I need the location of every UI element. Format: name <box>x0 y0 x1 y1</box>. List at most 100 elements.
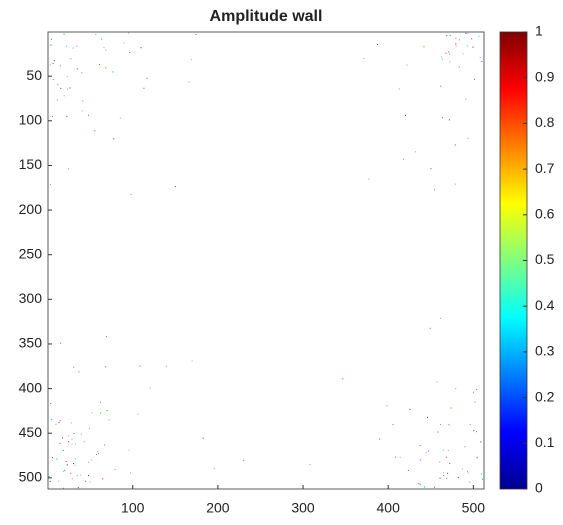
speckle-dot <box>482 478 484 480</box>
speckle-dot <box>430 168 432 170</box>
speckle-dot <box>471 38 473 40</box>
speckle-dot <box>82 100 84 102</box>
y-tick-label: 300 <box>19 290 43 306</box>
speckle-dot <box>137 413 139 415</box>
colorbar-tick-label: 0.7 <box>535 160 555 176</box>
speckle-dot <box>407 470 409 472</box>
speckle-dot <box>91 412 93 414</box>
speckle-dot <box>128 32 130 34</box>
speckle-dot <box>191 360 193 362</box>
speckle-dot <box>441 56 443 58</box>
speckle-dot <box>130 193 132 195</box>
colorbar-tick-label: 0.1 <box>535 434 555 450</box>
speckle-dot <box>427 416 429 418</box>
speckle-dot <box>469 481 471 483</box>
speckle-dot <box>450 407 452 409</box>
colorbar-tick-label: 0.4 <box>535 297 555 313</box>
speckle-dot <box>442 472 444 474</box>
speckle-dot <box>129 51 131 53</box>
speckle-dot <box>71 438 73 440</box>
speckle-dot <box>473 430 475 432</box>
speckle-dot <box>439 423 441 425</box>
speckle-dot <box>63 33 65 35</box>
speckle-dot <box>71 443 73 445</box>
speckle-dot <box>89 481 91 483</box>
speckle-dot <box>77 487 79 489</box>
speckle-dot <box>399 88 401 90</box>
speckle-dot <box>69 87 71 89</box>
speckle-dot <box>455 45 457 47</box>
speckle-dot <box>439 317 441 319</box>
colorbar-tick-label: 0.8 <box>535 114 555 130</box>
speckle-dot <box>52 79 54 81</box>
speckle-dot <box>76 45 78 47</box>
speckle-dot <box>119 117 121 119</box>
speckle-dot <box>51 457 53 459</box>
speckle-dot <box>445 52 447 54</box>
speckle-dot <box>449 34 451 36</box>
speckle-dot <box>174 186 176 188</box>
speckle-dot <box>449 462 451 464</box>
speckle-dot <box>78 371 80 373</box>
speckle-dot <box>444 52 446 54</box>
speckle-dot <box>455 388 457 390</box>
speckle-dot <box>76 68 78 70</box>
speckle-dot <box>472 46 474 48</box>
y-tick-label: 450 <box>19 424 43 440</box>
speckle-dot <box>406 64 408 66</box>
speckle-dot <box>76 475 78 477</box>
speckle-dot <box>99 63 101 65</box>
speckle-dot <box>476 431 478 433</box>
x-tick-label: 300 <box>291 500 315 516</box>
speckle-dot <box>74 464 76 466</box>
colorbar-tick-label: 0 <box>535 480 543 496</box>
speckle-dot <box>437 431 439 433</box>
speckle-dot <box>445 456 447 458</box>
speckle-dot <box>95 453 97 455</box>
speckle-dot <box>461 468 463 470</box>
speckle-dot <box>399 456 401 458</box>
speckle-dot <box>59 65 61 67</box>
x-tick-label: 500 <box>462 500 486 516</box>
speckle-dot <box>87 114 89 116</box>
speckle-dot <box>423 46 425 48</box>
speckle-dot <box>103 47 105 49</box>
speckle-dot <box>50 44 52 46</box>
colorbar-tick-label: 0.9 <box>535 68 555 84</box>
colorbar-tick-label: 1 <box>535 23 543 39</box>
speckle-dot <box>63 470 65 472</box>
speckle-dot <box>481 61 483 63</box>
speckle-dot <box>195 34 197 36</box>
speckle-dot <box>455 37 457 39</box>
speckle-dot <box>467 472 469 474</box>
speckle-dot <box>88 427 90 429</box>
speckle-dot <box>102 478 104 480</box>
speckle-dot <box>113 138 115 140</box>
speckle-dot <box>446 35 448 37</box>
speckle-dot <box>474 78 476 80</box>
speckle-dot <box>51 115 53 117</box>
speckle-dot <box>87 461 89 463</box>
speckle-dot <box>60 342 62 344</box>
speckle-dot <box>97 453 99 455</box>
speckle-dot <box>188 81 190 83</box>
speckle-dot <box>49 480 51 482</box>
speckle-dot <box>202 437 204 439</box>
speckle-dot <box>50 403 52 405</box>
speckle-dot <box>51 459 53 461</box>
speckle-dot <box>140 47 142 49</box>
speckle-dot <box>67 168 69 170</box>
speckle-dot <box>73 366 75 368</box>
speckle-dot <box>105 366 107 368</box>
y-tick-label: 250 <box>19 245 43 261</box>
speckle-dot <box>149 387 151 389</box>
chart-title: Amplitude wall <box>210 8 323 25</box>
speckle-dot <box>478 35 480 37</box>
speckle-dot <box>425 452 427 454</box>
speckle-dot <box>454 183 456 185</box>
x-tick-label: 400 <box>377 500 401 516</box>
y-tick-label: 100 <box>19 112 43 128</box>
speckle-dot <box>447 472 449 474</box>
speckle-dot <box>91 459 93 461</box>
